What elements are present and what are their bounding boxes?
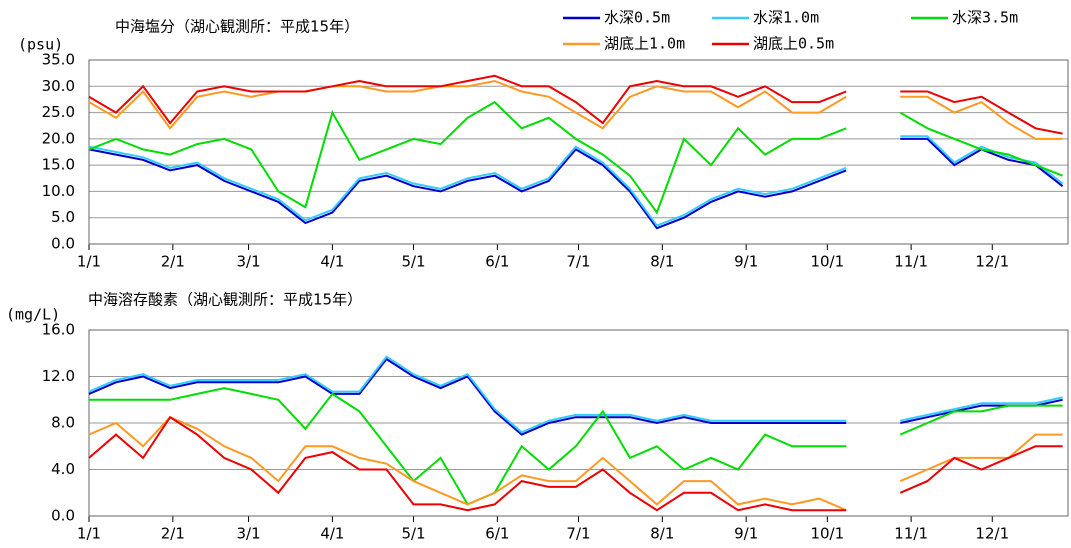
- series-line: [88, 100, 1063, 215]
- y-tick-label: 0.0: [51, 235, 75, 253]
- y-tick-label: 30.0: [42, 77, 75, 95]
- legend-label: 水深0.5m: [604, 9, 670, 27]
- x-tick-label: 1/1: [77, 253, 101, 271]
- x-tick-label: 3/1: [236, 525, 260, 543]
- x-tick-label: 9/1: [734, 525, 758, 543]
- x-tick-label: 8/1: [650, 253, 674, 271]
- y-axis-label: (mg/L): [6, 306, 60, 324]
- y-tick-label: 4.0: [51, 460, 75, 478]
- x-tick-label: 4/1: [320, 525, 344, 543]
- chart-title: 中海溶存酸素（湖心観測所：平成15年）: [88, 291, 362, 309]
- x-tick-label: 2/1: [161, 253, 185, 271]
- y-tick-label: 8.0: [51, 414, 75, 432]
- series-line: [88, 135, 1064, 227]
- y-tick-label: 15.0: [42, 156, 75, 174]
- legend-label: 水深3.5m: [952, 9, 1018, 27]
- x-tick-label: 8/1: [650, 525, 674, 543]
- x-tick-label: 12/1: [975, 525, 1009, 543]
- y-tick-label: 10.0: [42, 182, 75, 200]
- legend-label: 湖底上1.0m: [604, 35, 685, 53]
- x-tick-label: 6/1: [485, 253, 509, 271]
- x-tick-label: 4/1: [320, 253, 344, 271]
- x-tick-label: 7/1: [566, 525, 590, 543]
- x-tick-label: 5/1: [401, 253, 425, 271]
- y-axis-label: (psu): [18, 36, 63, 54]
- x-tick-label: 12/1: [975, 253, 1009, 271]
- x-tick-label: 6/1: [485, 525, 509, 543]
- series-line: [88, 74, 1063, 135]
- x-tick-label: 11/1: [894, 253, 928, 271]
- x-tick-label: 1/1: [77, 525, 101, 543]
- x-tick-label: 9/1: [734, 253, 758, 271]
- plot-frame: [88, 329, 1069, 517]
- x-tick-label: 7/1: [566, 253, 590, 271]
- legend-label: 水深1.0m: [753, 9, 819, 27]
- y-tick-label: 0.0: [51, 507, 75, 525]
- x-tick-label: 10/1: [810, 525, 844, 543]
- y-tick-label: 5.0: [51, 208, 75, 226]
- y-tick-label: 12.0: [42, 367, 75, 385]
- x-tick-label: 5/1: [401, 525, 425, 543]
- series-line: [88, 416, 1063, 512]
- x-tick-label: 10/1: [810, 253, 844, 271]
- x-tick-label: 2/1: [161, 525, 185, 543]
- series-line: [88, 415, 1063, 512]
- y-tick-label: 20.0: [42, 129, 75, 147]
- plot-frame: [88, 59, 1069, 245]
- x-tick-label: 11/1: [894, 525, 928, 543]
- series-line: [88, 79, 1063, 140]
- series-line: [88, 355, 1063, 434]
- legend-label: 湖底上0.5m: [753, 35, 834, 53]
- chart-title: 中海塩分（湖心観測所：平成15年）: [115, 18, 359, 36]
- y-tick-label: 25.0: [42, 103, 75, 121]
- y-tick-label: 35.0: [42, 51, 75, 69]
- x-tick-label: 3/1: [236, 253, 260, 271]
- y-tick-label: 16.0: [42, 321, 75, 339]
